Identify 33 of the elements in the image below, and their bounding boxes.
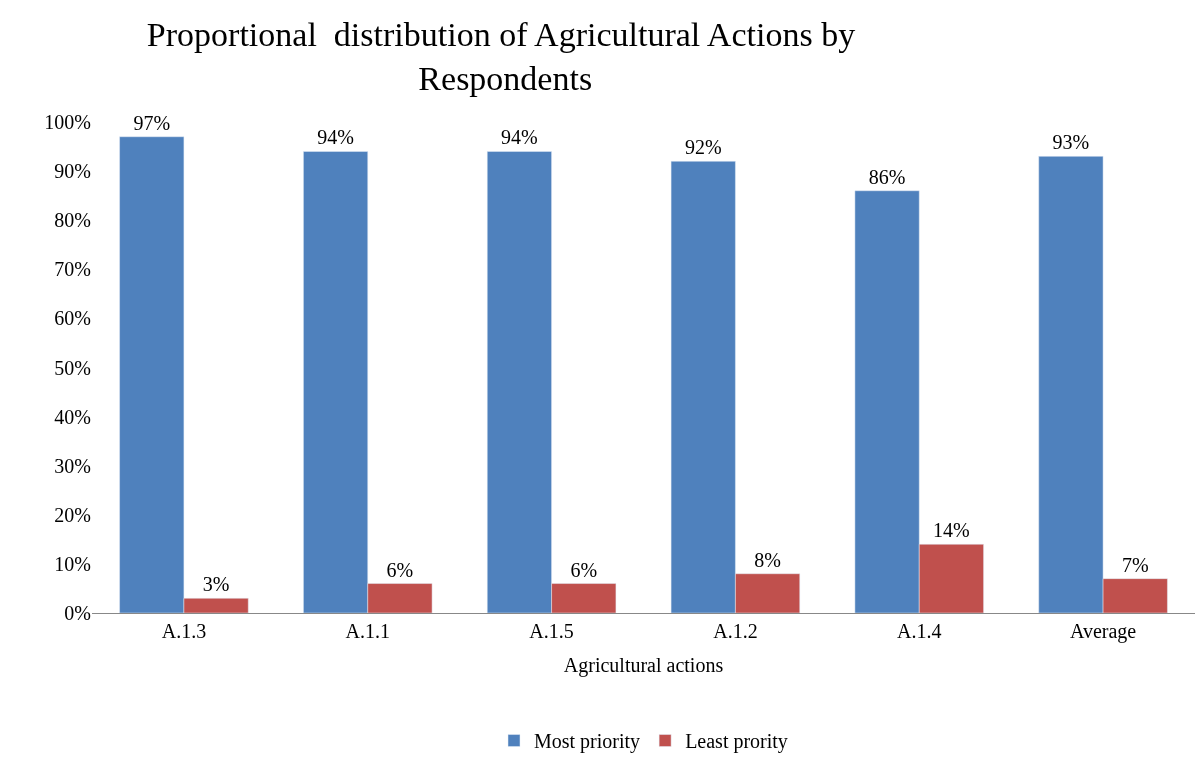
y-tick-label: 60% xyxy=(54,307,91,330)
x-tick-label: A.1.1 xyxy=(345,620,390,642)
x-axis-title: Agricultural actions xyxy=(563,653,724,677)
data-label: 6% xyxy=(570,558,598,581)
data-label: 94% xyxy=(501,126,538,149)
x-tick-label: A.1.4 xyxy=(897,620,942,642)
y-tick-label: 10% xyxy=(54,552,91,575)
y-tick-label: 40% xyxy=(54,405,91,428)
y-tick-label: 70% xyxy=(54,258,91,281)
data-label: 6% xyxy=(386,558,414,581)
data-label: 3% xyxy=(202,573,230,596)
x-tick-label: A.1.2 xyxy=(713,620,758,642)
data-label: 93% xyxy=(1052,131,1090,154)
legend-label: Most priority xyxy=(534,730,641,754)
data-label: 8% xyxy=(754,548,781,571)
data-label: 92% xyxy=(684,136,722,159)
y-tick-label: 20% xyxy=(54,503,91,526)
y-tick-label: 90% xyxy=(54,160,91,183)
data-label: 7% xyxy=(1121,553,1149,576)
y-tick-label: 80% xyxy=(54,209,91,232)
data-label: 86% xyxy=(868,165,906,188)
data-label: 94% xyxy=(317,126,354,149)
x-tick-label: A.1.3 xyxy=(161,620,207,642)
y-tick-label: 30% xyxy=(54,454,91,477)
data-label: 14% xyxy=(933,519,970,542)
data-label: 97% xyxy=(133,111,171,134)
chart-title: Proportional distribution of Agricultural Actions by Respondents xyxy=(146,16,864,98)
y-tick-label: 50% xyxy=(54,356,91,379)
x-tick-label: A.1.5 xyxy=(529,620,574,642)
legend-label: Least prority xyxy=(685,730,788,754)
x-tick-label: Average xyxy=(1069,620,1137,643)
y-tick-label: 100% xyxy=(44,111,91,133)
y-tick-label: 0% xyxy=(64,602,91,624)
